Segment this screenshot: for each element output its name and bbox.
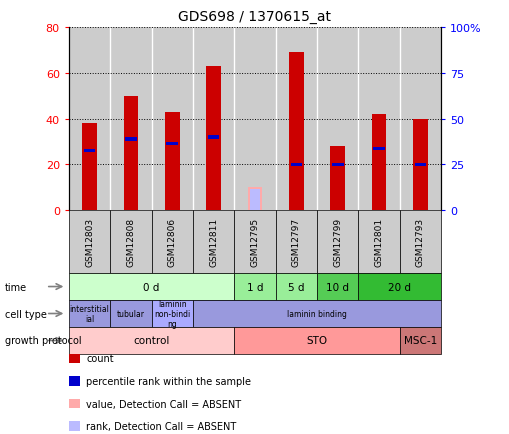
Text: STO: STO	[306, 336, 327, 345]
Text: GSM12793: GSM12793	[415, 217, 424, 266]
Bar	[151, 28, 192, 210]
Bar	[208, 136, 219, 139]
Bar	[234, 28, 275, 210]
Text: GSM12803: GSM12803	[85, 217, 94, 266]
Text: time: time	[5, 282, 27, 292]
Bar	[399, 28, 440, 210]
Bar	[69, 28, 110, 210]
Text: GSM12799: GSM12799	[332, 217, 342, 266]
Text: cell type: cell type	[5, 309, 47, 319]
Text: GSM12811: GSM12811	[209, 217, 218, 266]
Bar	[412, 119, 427, 210]
Text: rank, Detection Call = ABSENT: rank, Detection Call = ABSENT	[86, 421, 236, 431]
Bar	[166, 143, 178, 146]
Text: growth protocol: growth protocol	[5, 336, 81, 345]
Bar	[414, 163, 426, 167]
Text: laminin
non-bindi
ng: laminin non-bindi ng	[154, 299, 190, 328]
Text: tubular: tubular	[117, 309, 145, 318]
Title: GDS698 / 1370615_at: GDS698 / 1370615_at	[178, 10, 331, 24]
Text: 20 d: 20 d	[387, 282, 410, 292]
Text: 0 d: 0 d	[143, 282, 159, 292]
Bar	[206, 67, 220, 210]
Bar	[330, 147, 344, 210]
Text: GSM12795: GSM12795	[250, 217, 259, 266]
Bar	[290, 163, 301, 167]
Bar	[373, 147, 384, 151]
Text: MSC-1: MSC-1	[403, 336, 436, 345]
Text: 10 d: 10 d	[326, 282, 349, 292]
Bar	[289, 53, 303, 210]
Bar	[125, 138, 136, 141]
Bar	[110, 28, 151, 210]
Bar	[192, 28, 234, 210]
Text: 1 d: 1 d	[246, 282, 263, 292]
Text: control: control	[133, 336, 169, 345]
Bar	[123, 96, 138, 210]
Text: GSM12806: GSM12806	[167, 217, 177, 266]
Text: 5 d: 5 d	[288, 282, 304, 292]
Text: count: count	[86, 354, 114, 363]
Bar	[249, 190, 260, 210]
Text: GSM12801: GSM12801	[374, 217, 383, 266]
Text: percentile rank within the sample: percentile rank within the sample	[86, 376, 251, 386]
Text: GSM12808: GSM12808	[126, 217, 135, 266]
Bar	[165, 112, 179, 210]
Bar	[331, 163, 343, 167]
Bar	[317, 28, 358, 210]
Bar	[275, 28, 317, 210]
Text: laminin binding: laminin binding	[287, 309, 346, 318]
Bar	[371, 115, 386, 210]
Bar	[83, 150, 95, 153]
Bar	[358, 28, 399, 210]
Text: interstitial
ial: interstitial ial	[69, 305, 109, 323]
Bar	[247, 187, 262, 210]
Text: GSM12797: GSM12797	[291, 217, 300, 266]
Bar	[82, 124, 97, 210]
Text: value, Detection Call = ABSENT: value, Detection Call = ABSENT	[86, 399, 241, 408]
